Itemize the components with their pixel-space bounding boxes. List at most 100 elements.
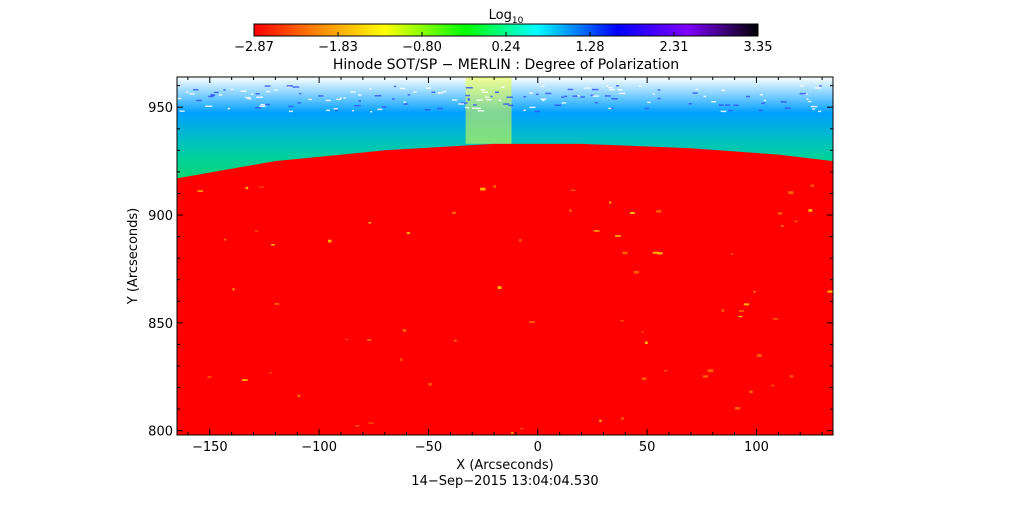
noise-speck xyxy=(561,102,567,104)
disk-spot xyxy=(644,341,648,344)
plot-frame xyxy=(176,76,834,436)
x-axis: −150 −100 −50 0 50 100 xyxy=(187,77,823,455)
noise-speck xyxy=(392,98,395,100)
noise-speck xyxy=(403,103,409,105)
disk-spot xyxy=(621,417,624,420)
noise-speck xyxy=(465,94,470,97)
noise-speck xyxy=(563,95,568,98)
noise-speck xyxy=(438,92,444,94)
noise-speck xyxy=(464,106,470,109)
noise-speck xyxy=(799,92,807,95)
disk-spot xyxy=(622,251,628,255)
noise-speck xyxy=(554,104,561,106)
noise-speck xyxy=(763,99,766,102)
noise-speck xyxy=(255,107,262,109)
noise-speck xyxy=(460,102,468,104)
noise-speck xyxy=(403,101,406,103)
noise-speck xyxy=(657,97,661,100)
noise-speck xyxy=(292,86,300,88)
noise-speck xyxy=(647,101,651,104)
noise-speck xyxy=(501,86,505,88)
noise-speck xyxy=(523,96,527,98)
colorbar-tick-label: 3.35 xyxy=(744,40,773,55)
noise-speck xyxy=(240,90,247,92)
colorbar-tick-label: −2.87 xyxy=(234,40,274,55)
disk-spot xyxy=(730,253,733,255)
noise-speck xyxy=(644,107,649,110)
noise-speck xyxy=(377,108,383,111)
disk-spot xyxy=(615,235,621,237)
colorbar-tick-label: −0.80 xyxy=(402,40,442,55)
noise-speck xyxy=(369,88,372,90)
disk-spot xyxy=(569,209,572,212)
x-axis-label: X (Arcseconds) xyxy=(456,458,553,473)
noise-speck xyxy=(227,107,230,110)
x-tick-label: −100 xyxy=(301,440,337,455)
disk-spot xyxy=(743,303,750,306)
colorbar-label-base: Log xyxy=(489,8,512,23)
noise-speck xyxy=(534,110,540,113)
noise-speck xyxy=(594,102,598,104)
noise-speck xyxy=(185,91,189,93)
disk-spot xyxy=(519,239,522,242)
disk-spot xyxy=(400,358,403,362)
noise-speck xyxy=(812,108,816,110)
noise-speck xyxy=(297,102,301,104)
noise-speck xyxy=(540,98,547,100)
disk-spot xyxy=(630,212,635,214)
disk-texture xyxy=(197,184,833,434)
disk-spot xyxy=(327,239,332,243)
noise-speck xyxy=(616,85,619,87)
noise-speck xyxy=(720,110,727,113)
noise-speck xyxy=(606,85,609,87)
noise-speck xyxy=(652,93,655,95)
noise-speck xyxy=(545,92,552,95)
disk-spot xyxy=(593,230,600,232)
noise-speck xyxy=(179,110,185,112)
colorbar: Log10 −2.87 −1.83 −0.80 0.24 1.28 2.31 3.35 xyxy=(234,8,772,55)
disk-spot xyxy=(609,201,612,204)
colorbar-tick-label: −1.83 xyxy=(318,40,358,55)
noise-speck xyxy=(604,95,611,97)
disk-spot xyxy=(223,238,227,241)
noise-speck xyxy=(424,109,431,111)
noise-speck xyxy=(495,91,499,93)
disk-spot xyxy=(406,232,410,235)
noise-speck xyxy=(358,100,361,102)
disk-spot xyxy=(771,384,774,387)
disk-spot xyxy=(571,189,576,191)
noise-speck xyxy=(210,94,215,96)
disk-spot xyxy=(652,251,659,254)
noise-speck xyxy=(400,87,406,90)
noise-speck xyxy=(205,105,213,107)
y-tick-label: 900 xyxy=(148,209,173,224)
noise-speck xyxy=(819,85,822,87)
disk-spot xyxy=(268,372,273,374)
disk-spot xyxy=(789,375,794,378)
noise-speck xyxy=(244,96,251,99)
disk-spot xyxy=(734,407,741,410)
noise-speck xyxy=(692,92,698,94)
noise-speck xyxy=(196,99,202,102)
disk-spot xyxy=(772,318,779,320)
noise-speck xyxy=(529,92,533,94)
noise-speck xyxy=(473,104,477,106)
colorbar-label-sub: 10 xyxy=(512,16,524,26)
noise-speck xyxy=(193,89,199,91)
noise-speck xyxy=(352,109,354,112)
disk-spot xyxy=(756,354,762,357)
noise-speck xyxy=(724,104,731,106)
noise-speck xyxy=(458,103,465,105)
disk-spot xyxy=(451,211,457,214)
disk-spot xyxy=(274,302,280,305)
colorbar-tick-label: 2.31 xyxy=(660,40,689,55)
chart-title: Hinode SOT/SP − MERLIN : Degree of Polar… xyxy=(333,57,679,73)
disk-spot xyxy=(810,184,815,187)
noise-speck xyxy=(476,99,483,101)
disk-spot xyxy=(254,230,259,232)
noise-speck xyxy=(807,100,812,103)
disk-spot xyxy=(721,309,725,312)
disk-spot xyxy=(232,288,235,291)
disk-spot xyxy=(780,225,784,227)
noise-speck xyxy=(480,89,485,91)
